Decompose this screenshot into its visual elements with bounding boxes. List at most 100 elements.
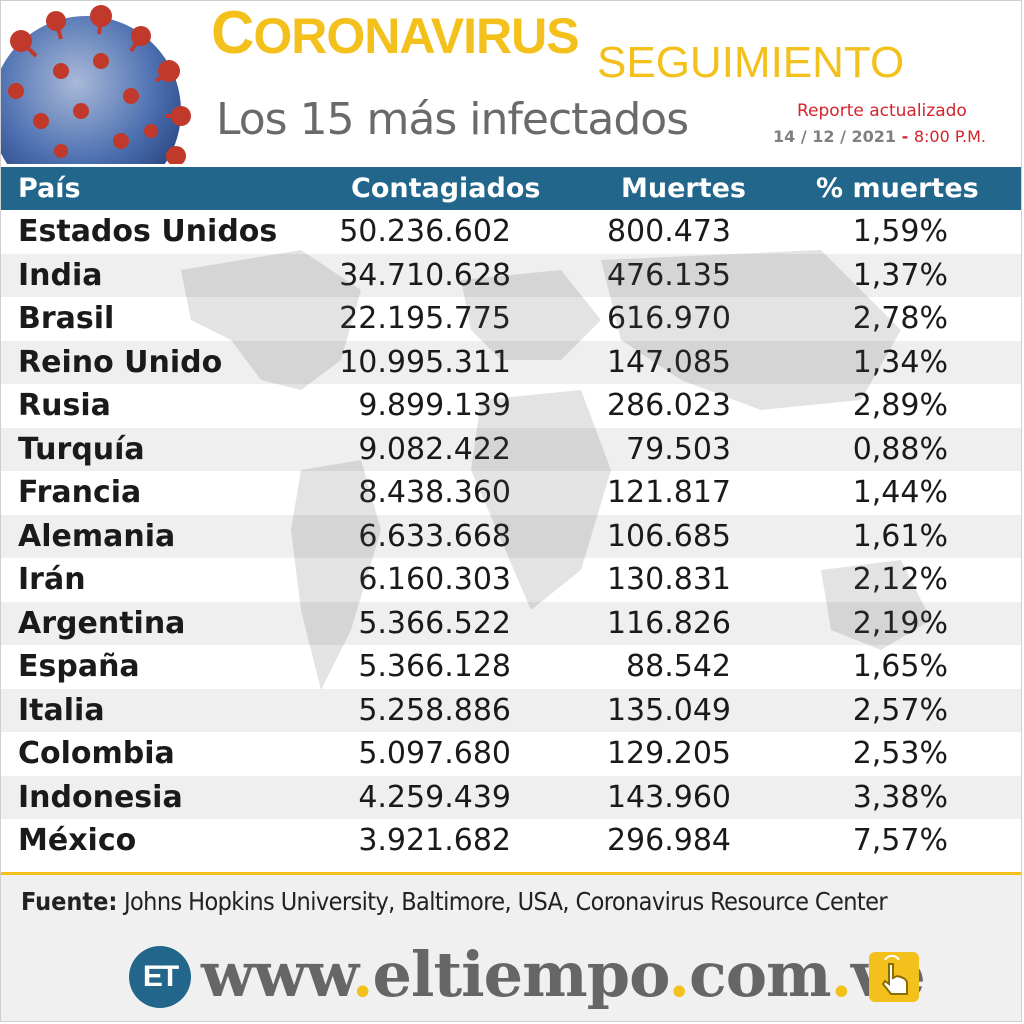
table-row: Irán 6.160.303 130.831 2,12% (1, 558, 1021, 602)
death-rate-value: 2,19% (852, 605, 948, 641)
header-death-rate: % muertes (816, 173, 979, 204)
table-row: España 5.366.128 88.542 1,65% (1, 645, 1021, 689)
country-name: Irán (18, 562, 86, 597)
deaths-value: 79.503 (626, 431, 731, 467)
death-rate-value: 3,38% (852, 779, 948, 815)
cases-value: 9.899.139 (358, 388, 511, 423)
source-label: Fuente: (21, 887, 118, 916)
deaths-value: 286.023 (606, 388, 731, 423)
table-row: Rusia 9.899.139 286.023 2,89% (1, 384, 1021, 428)
title-initial: C (211, 0, 254, 66)
death-rate-value: 1,59% (852, 214, 948, 249)
death-rate-value: 1,65% (852, 649, 948, 684)
url-part-com: com (688, 938, 832, 1011)
report-label: Reporte actualizado (797, 101, 967, 121)
country-name: España (18, 649, 140, 684)
url-dot: . (351, 938, 374, 1011)
header-country: País (18, 173, 81, 204)
cases-value: 50.236.602 (339, 214, 511, 249)
table-row: Colombia 5.097.680 129.205 2,53% (1, 732, 1021, 776)
title: CORONAVIRUS (211, 0, 580, 66)
table-row: Argentina 5.366.522 116.826 2,19% (1, 601, 1021, 645)
death-rate-value: 2,89% (852, 388, 948, 423)
death-rate-value: 1,37% (852, 257, 948, 293)
country-name: India (18, 257, 103, 293)
country-name: Argentina (18, 605, 186, 641)
report-date-value: 14 / 12 / 2021 (773, 127, 897, 146)
country-name: Reino Unido (18, 344, 223, 380)
country-name: Italia (18, 692, 105, 728)
table-row: Reino Unido 10.995.311 147.085 1,34% (1, 340, 1021, 384)
table-header-row: País Contagiados Muertes % muertes (1, 164, 1021, 210)
website-url[interactable]: www.eltiempo.com.ve (201, 938, 926, 1011)
url-part-www: www (201, 938, 353, 1011)
cases-value: 5.366.128 (358, 649, 511, 684)
deaths-value: 121.817 (606, 475, 731, 510)
death-rate-value: 0,88% (852, 431, 948, 467)
cases-value: 8.438.360 (358, 475, 511, 510)
report-time: 8:00 P.M. (913, 127, 986, 146)
url-dot: . (830, 938, 853, 1011)
cases-value: 4.259.439 (358, 779, 511, 815)
country-name: Estados Unidos (18, 214, 278, 249)
cases-value: 5.097.680 (358, 736, 511, 771)
country-name: Colombia (18, 736, 175, 771)
cases-value: 22.195.775 (339, 301, 511, 336)
table-row: Turquía 9.082.422 79.503 0,88% (1, 427, 1021, 471)
hand-pointer-icon[interactable] (869, 952, 919, 1002)
cases-value: 34.710.628 (339, 257, 511, 293)
death-rate-value: 1,44% (852, 475, 948, 510)
table-row: Italia 5.258.886 135.049 2,57% (1, 688, 1021, 732)
cases-value: 3.921.682 (358, 823, 511, 858)
url-part-domain: eltiempo (372, 938, 669, 1011)
deaths-value: 116.826 (606, 605, 731, 641)
table-body: Estados Unidos 50.236.602 800.473 1,59% Indi… (1, 210, 1021, 863)
cases-value: 6.633.668 (358, 518, 511, 554)
country-name: Indonesia (18, 779, 183, 815)
cases-value: 9.082.422 (358, 431, 511, 467)
deaths-value: 129.205 (606, 736, 731, 771)
table-row: India 34.710.628 476.135 1,37% (1, 253, 1021, 297)
country-name: Rusia (18, 388, 111, 423)
header-cases: Contagiados (351, 173, 541, 204)
country-name: México (18, 823, 137, 858)
death-rate-value: 2,78% (852, 301, 948, 336)
deaths-value: 106.685 (606, 518, 731, 554)
title-rest: ORONAVIRUS (253, 8, 579, 64)
deaths-value: 296.984 (606, 823, 731, 858)
country-name: Alemania (18, 518, 176, 554)
cases-value: 10.995.311 (339, 344, 511, 380)
table-row: Indonesia 4.259.439 143.960 3,38% (1, 775, 1021, 819)
title-suffix: SEGUIMIENTO (597, 38, 905, 87)
website-banner[interactable]: ET www.eltiempo.com.ve (129, 938, 929, 1018)
source-note: Fuente: Johns Hopkins University, Baltim… (21, 887, 888, 916)
table-row: Brasil 22.195.775 616.970 2,78% (1, 297, 1021, 341)
cases-value: 5.258.886 (358, 692, 511, 728)
death-rate-value: 2,57% (852, 692, 948, 728)
death-rate-value: 7,57% (852, 823, 948, 858)
deaths-value: 476.135 (606, 257, 731, 293)
deaths-value: 143.960 (606, 779, 731, 815)
deaths-value: 616.970 (606, 301, 731, 336)
country-name: Francia (18, 475, 142, 510)
deaths-value: 88.542 (626, 649, 731, 684)
death-rate-value: 2,12% (852, 562, 948, 597)
header: CORONAVIRUS SEGUIMIENTO Los 15 más infec… (1, 0, 1021, 166)
deaths-value: 130.831 (606, 562, 731, 597)
coronavirus-illustration (1, 1, 201, 166)
deaths-value: 135.049 (606, 692, 731, 728)
data-table: País Contagiados Muertes % muertes Estad… (1, 164, 1021, 874)
footer-divider (1, 872, 1021, 875)
deaths-value: 147.085 (606, 344, 731, 380)
death-rate-value: 1,61% (852, 518, 948, 554)
country-name: Turquía (18, 431, 145, 467)
cases-value: 5.366.522 (358, 605, 511, 641)
report-separator: - (896, 127, 914, 146)
table-row: Alemania 6.633.668 106.685 1,61% (1, 514, 1021, 558)
subtitle: Los 15 más infectados (216, 94, 689, 145)
source-text: Johns Hopkins University, Baltimore, USA… (117, 887, 888, 916)
report-date: 14 / 12 / 2021 - 8:00 P.M. (773, 127, 986, 146)
death-rate-value: 1,34% (852, 344, 948, 380)
cases-value: 6.160.303 (358, 562, 511, 597)
